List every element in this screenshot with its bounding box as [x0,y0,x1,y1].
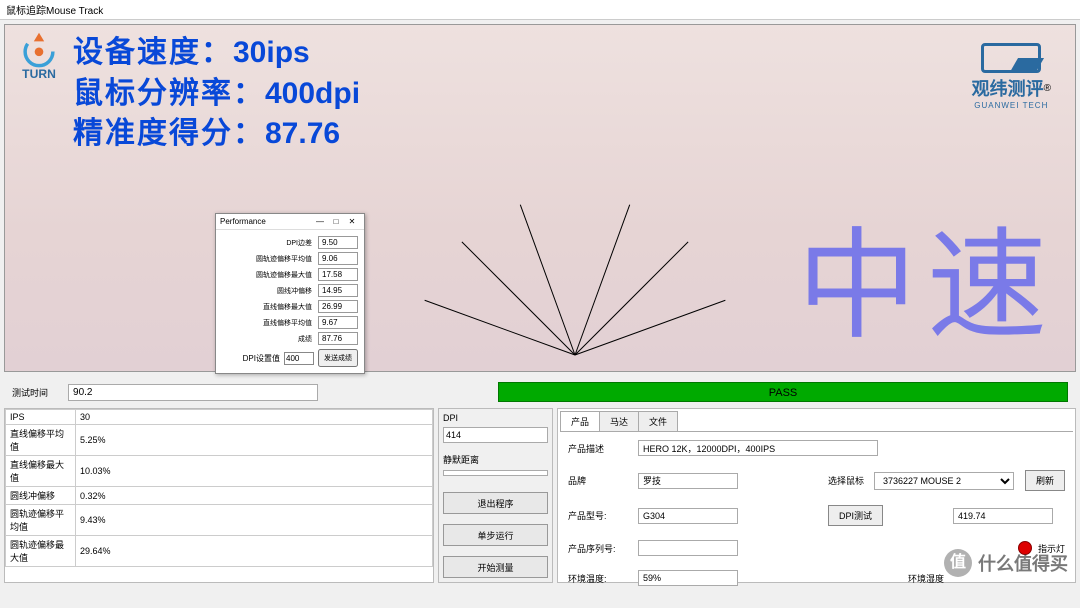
dpi-test-result[interactable] [953,508,1053,524]
start-button[interactable]: 开始测量 [443,556,548,578]
desc-label: 产品描述 [568,442,628,455]
distance-value [443,470,548,476]
table-row: 直线偏移平均值5.25% [6,425,433,456]
tab-1[interactable]: 马达 [599,411,639,431]
dpi-value: 414 [443,427,548,443]
pass-indicator: PASS [498,382,1068,402]
tab-2[interactable]: 文件 [638,411,678,431]
select-mouse-label: 选择鼠标 [828,474,864,487]
serial-label: 产品序列号: [568,542,628,555]
headline-metrics: 设备速度：30ips 鼠标分辨率：400dpi 精准度得分：87.76 [73,33,360,155]
test-time-label: 测试时间 [12,386,48,399]
distance-label: 静默距离 [443,453,548,466]
led-indicator-icon [1018,541,1032,555]
tab-0[interactable]: 产品 [560,411,600,431]
model-label: 产品型号: [568,509,628,522]
table-row: 圆线冲偏移0.32% [6,487,433,505]
track-display: TURN 设备速度：30ips 鼠标分辨率：400dpi 精准度得分：87.76… [4,24,1076,372]
turn-logo: TURN [13,31,65,83]
table-row: 圆轨迹偏移平均值9.43% [6,505,433,536]
stats-panel: IPS30直线偏移平均值5.25%直线偏移最大值10.03%圆线冲偏移0.32%… [4,408,434,583]
temp-input[interactable] [638,570,738,586]
led-label: 指示灯 [1038,542,1065,555]
dpi-test-button[interactable]: DPI测试 [828,505,883,526]
table-row: 圆轨迹偏移最大值29.64% [6,536,433,567]
test-time-input[interactable] [68,384,318,401]
window-title: 鼠标追踪Mouse Track [6,6,103,17]
exit-button[interactable]: 退出程序 [443,492,548,514]
speed-category-text: 中速 [797,227,1057,347]
guanwei-logo: 观纬测评® GUANWEI TECH [972,43,1051,110]
desc-input[interactable] [638,440,878,456]
stats-table: IPS30直线偏移平均值5.25%直线偏移最大值10.03%圆线冲偏移0.32%… [5,409,433,567]
control-panel: DPI 414 静默距离 退出程序 单步运行 开始测量 [438,408,553,583]
perf-dpi-set-input[interactable] [284,352,314,365]
close-icon[interactable]: ✕ [344,217,360,226]
brand-input[interactable] [638,473,738,489]
step-button[interactable]: 单步运行 [443,524,548,546]
refresh-button[interactable]: 刷新 [1025,470,1065,491]
perf-dpi-set-label: DPI设置值 [243,353,280,364]
model-input[interactable] [638,508,738,524]
svg-text:TURN: TURN [22,67,56,81]
perf-send-button[interactable]: 发送成绩 [318,349,358,367]
perf-title: Performance [220,217,312,226]
brand-label: 品牌 [568,474,628,487]
dpi-label: DPI [443,413,548,423]
fan-diagram [405,195,745,365]
maximize-icon[interactable]: □ [328,217,344,226]
serial-input[interactable] [638,540,738,556]
performance-window: Performance — □ ✕ DPI边差9.50圆轨迹偏移平均值9.06圆… [215,213,365,374]
test-time-row: 测试时间 PASS [0,376,1080,408]
title-bar: 鼠标追踪Mouse Track [0,0,1080,20]
product-panel: 产品马达文件 产品描述 品牌 选择鼠标 3736227 MOUSE 2 刷新 产… [557,408,1076,583]
minimize-icon[interactable]: — [312,217,328,226]
select-mouse[interactable]: 3736227 MOUSE 2 [874,472,1014,490]
table-row: 直线偏移最大值10.03% [6,456,433,487]
